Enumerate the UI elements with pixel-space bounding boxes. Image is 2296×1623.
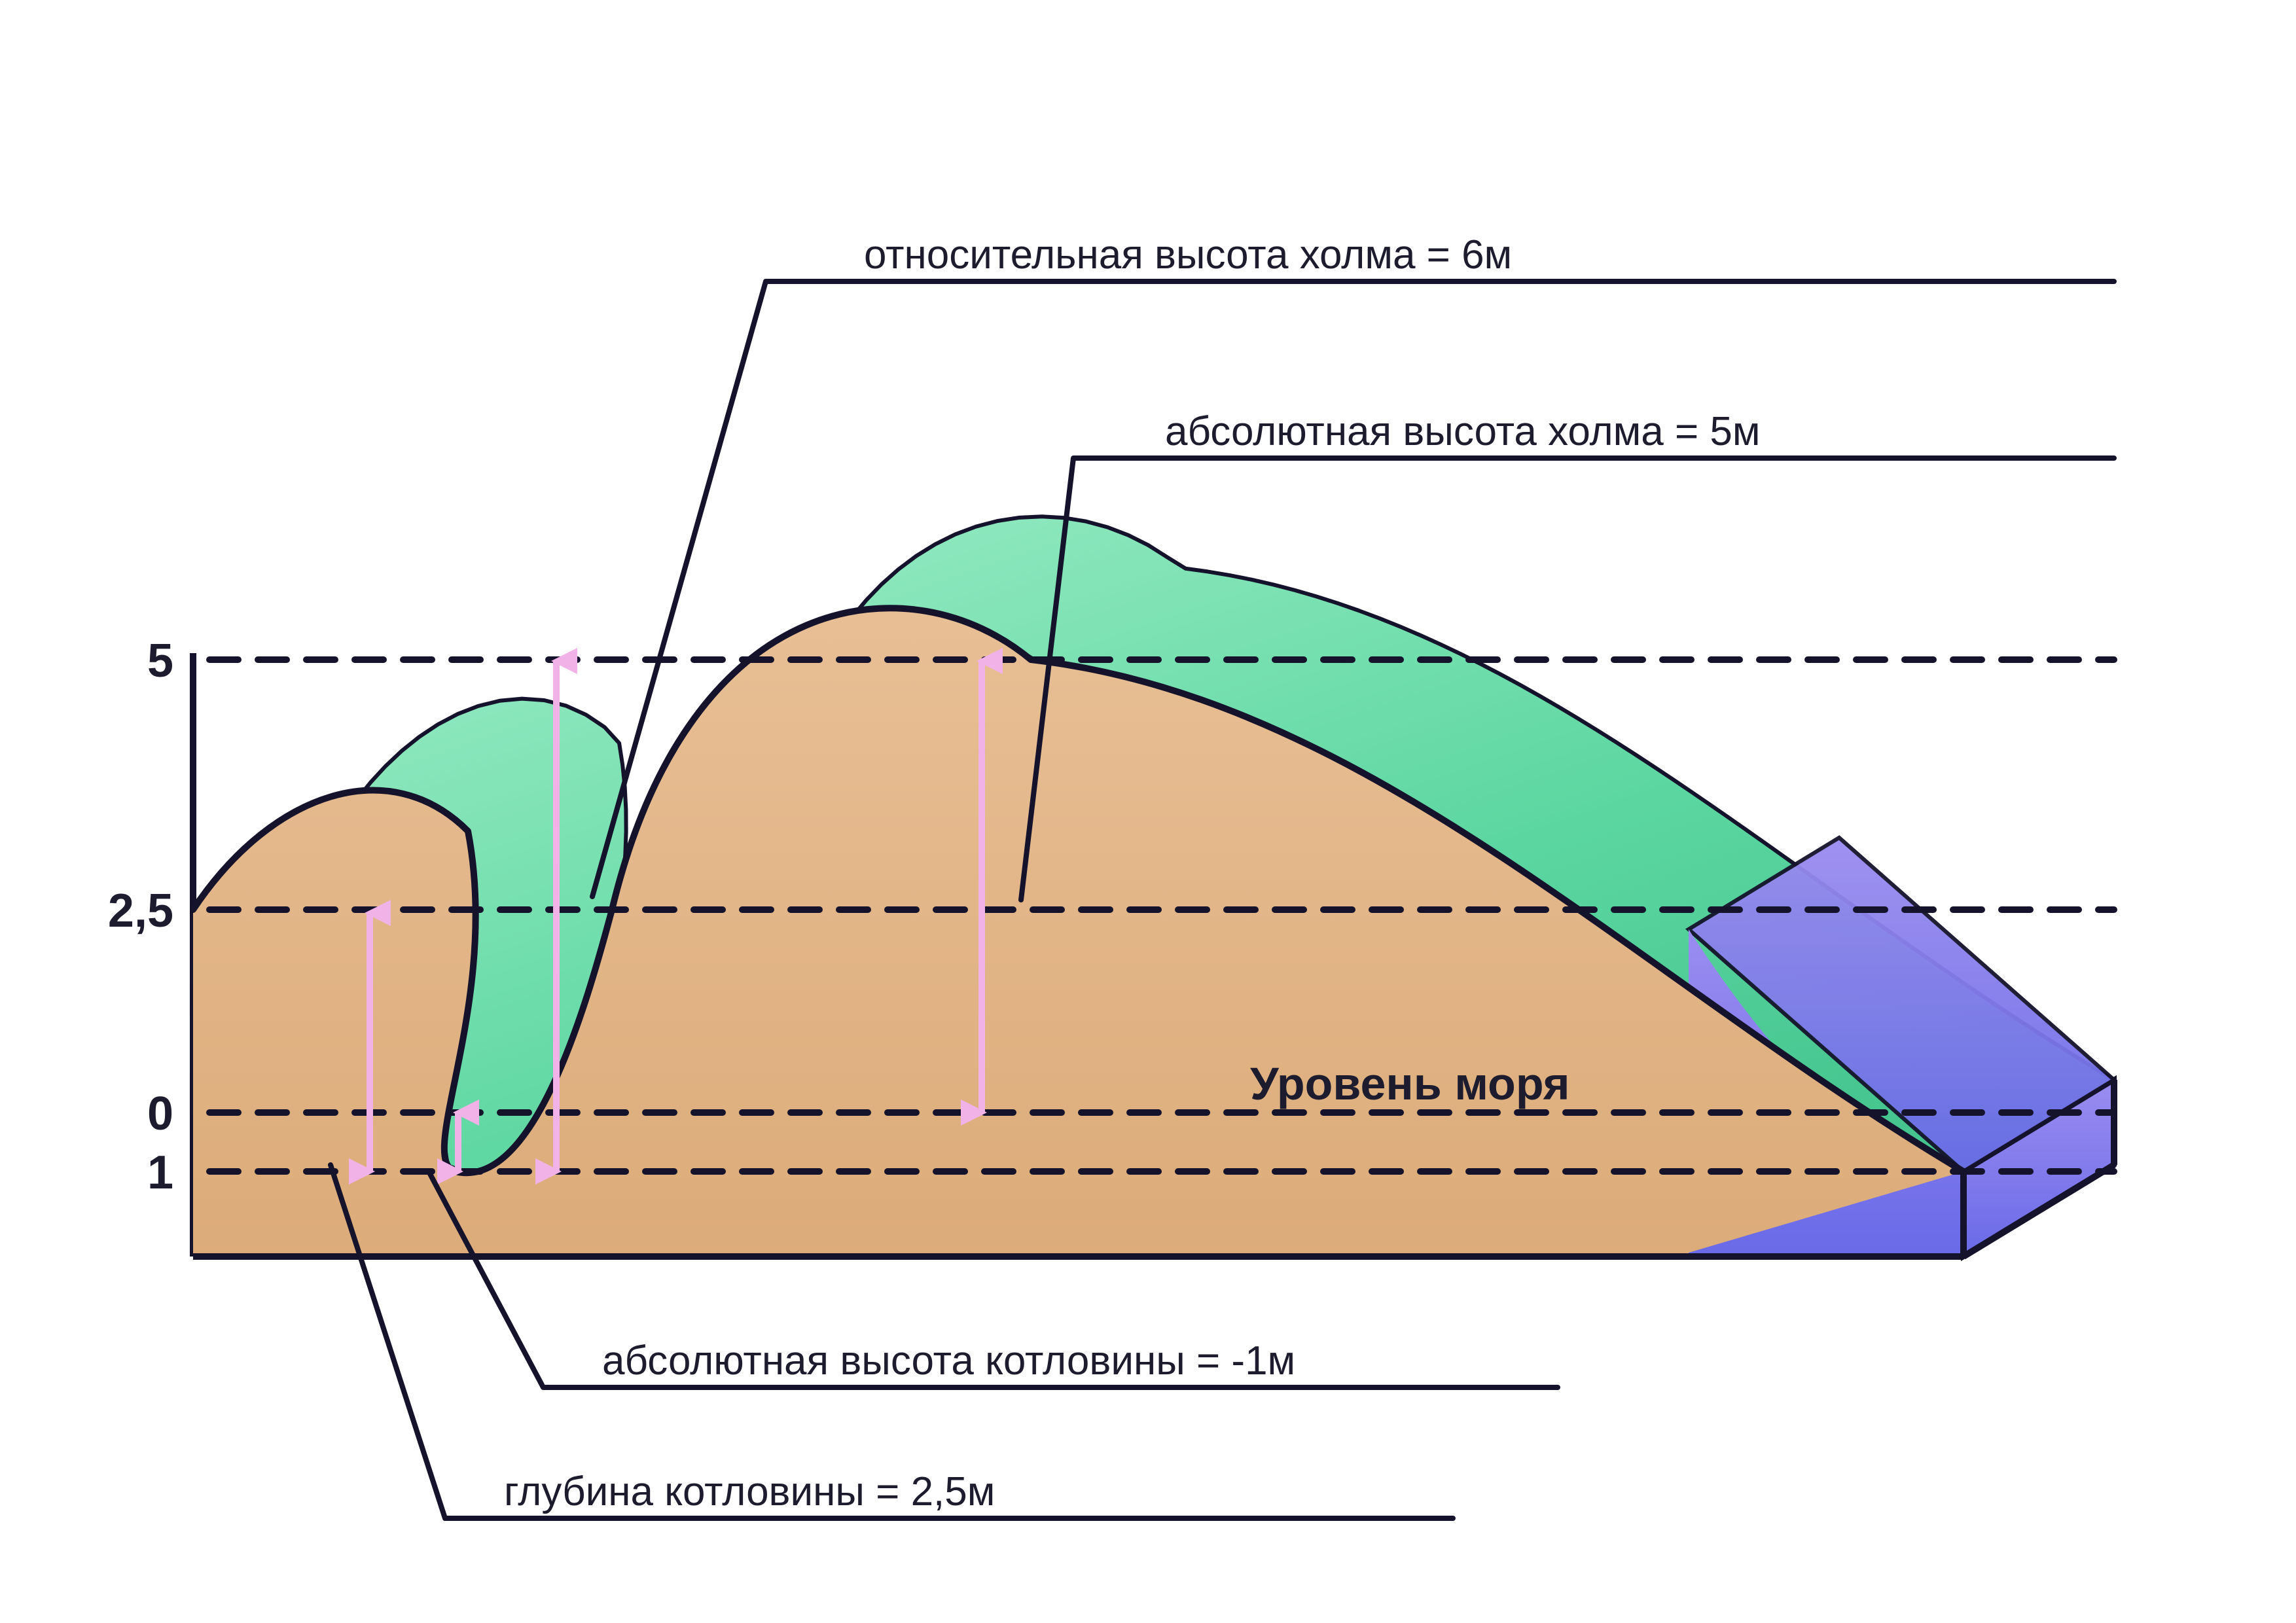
callout-abs-hill-label: абсолютная высота холма = 5м	[1165, 409, 1761, 454]
axis-tick-label: 0	[147, 1088, 173, 1140]
diagram-svg: 5 2,5 0 1 Уровень моря относительная высота х…	[0, 0, 2296, 1623]
callout-depth-basin-label: глубина котловины = 2,5м	[504, 1469, 995, 1514]
axis-tick-label: 2,5	[108, 885, 173, 937]
axis-tick-label: 5	[147, 635, 173, 687]
axis-tick-label: 1	[147, 1147, 173, 1199]
callout-rel-hill-label: относительная высота холма = 6м	[864, 232, 1512, 277]
sea-level-label: Уровень моря	[1250, 1058, 1570, 1109]
callout-abs-basin-label: абсолютная высота котловины = -1м	[602, 1338, 1295, 1383]
diagram-stage: 5 2,5 0 1 Уровень моря относительная высота х…	[0, 0, 2296, 1623]
